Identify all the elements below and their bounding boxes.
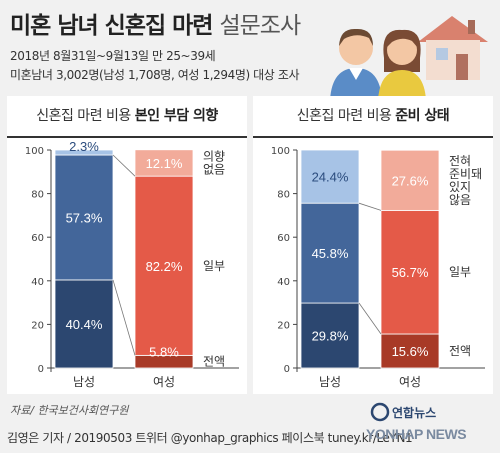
- page-title: 미혼 남녀 신혼집 마련 설문조사: [10, 13, 301, 39]
- x-tick-label: 남성: [319, 375, 341, 389]
- source-note: 자료/ 한국보건사회연구원: [10, 404, 129, 417]
- bar-segment: [54, 154, 114, 281]
- series-name-label: 일부: [449, 265, 471, 279]
- data-label: 82.2%: [146, 259, 183, 274]
- bar-segment: [380, 209, 440, 335]
- bar-segment: [134, 149, 194, 177]
- x-tick-label: 남성: [73, 375, 95, 389]
- bar-segment: [380, 333, 440, 369]
- page-subtitle: 설문조사: [219, 13, 301, 39]
- intent-chart: 0 20 40 60 80 100 40.4% 57.3% 2.3% 남성 5.8% 82.2% 12.…: [25, 139, 239, 389]
- bar-segment: [54, 279, 114, 369]
- data-label: 45.8%: [312, 246, 349, 261]
- survey-sample: 미혼남녀 3,002명(남성 1,708명, 여성 1,294명) 대상 조사: [10, 68, 300, 82]
- data-label: 5.8%: [149, 344, 179, 359]
- y-tick-label: 40: [277, 277, 290, 288]
- bar-segment: [300, 302, 360, 369]
- data-label: 57.3%: [66, 210, 103, 225]
- connector-line: [112, 154, 136, 177]
- bar-segment: [300, 149, 360, 204]
- connector-line: [112, 279, 136, 356]
- bar-segment: [380, 149, 440, 211]
- series-name-label: 전액: [449, 344, 471, 358]
- y-tick-label: 0: [38, 364, 44, 375]
- data-label: 27.6%: [392, 173, 429, 188]
- y-tick-label: 0: [284, 364, 290, 375]
- connector-line: [358, 302, 382, 335]
- series-name-label: 일부: [203, 259, 225, 273]
- y-tick-label: 20: [277, 320, 290, 331]
- svg-text:연합뉴스: 연합뉴스: [392, 405, 436, 420]
- y-tick-label: 80: [31, 190, 44, 201]
- y-tick-label: 40: [31, 277, 44, 288]
- data-label: 24.4%: [312, 170, 349, 185]
- survey-period: 2018년 8월31일~9월13일 만 25~39세: [10, 49, 216, 63]
- y-tick-label: 20: [31, 320, 44, 331]
- connector-line: [358, 202, 382, 211]
- svg-text:YONHAP NEWS: YONHAP NEWS: [366, 426, 466, 442]
- x-tick-label: 여성: [153, 375, 175, 389]
- readiness-panel: 신혼집 마련 비용 준비 상태 0 20 40 60 80 100 29.8% 45.8% 24…: [253, 96, 493, 394]
- intent-panel: 신혼집 마련 비용 본인 부담 의향 0 20 40 60 80 100 40.4% 57.3…: [7, 96, 247, 394]
- couple-house-illustration: [330, 16, 488, 100]
- bar-segment: [134, 175, 194, 356]
- data-label: 12.1%: [146, 156, 183, 171]
- credit-line: 김영은 기자 / 20190503 트위터 @yonhap_graphics 페…: [7, 431, 413, 445]
- data-label: 40.4%: [66, 317, 103, 332]
- data-label: 56.7%: [392, 265, 429, 280]
- readiness-chart: 0 20 40 60 80 100 29.8% 45.8% 24.4% 남성 15.6% 56.7% 2…: [271, 146, 485, 389]
- data-label: 29.8%: [312, 329, 349, 344]
- yonhap-news-logo: 연합뉴스 YONHAP NEWS: [366, 402, 467, 442]
- data-label: 2.3%: [69, 139, 99, 154]
- x-tick-label: 여성: [399, 375, 421, 389]
- y-tick-label: 80: [277, 190, 290, 201]
- series-name-label: 의향 없음: [203, 149, 225, 176]
- bar-segment: [300, 202, 360, 304]
- intent-panel-heading: 신혼집 마련 비용 본인 부담 의향: [7, 96, 247, 138]
- readiness-panel-heading: 신혼집 마련 비용 준비 상태: [253, 96, 493, 138]
- y-tick-label: 60: [31, 233, 44, 244]
- y-tick-label: 60: [277, 233, 290, 244]
- series-name-label: 전액: [203, 355, 225, 369]
- data-label: 15.6%: [392, 344, 429, 359]
- y-tick-label: 100: [271, 146, 290, 157]
- bar-segment: [54, 149, 114, 156]
- y-tick-label: 100: [25, 146, 44, 157]
- series-name-label: 전혀 준비돼 있지 않음: [449, 154, 482, 207]
